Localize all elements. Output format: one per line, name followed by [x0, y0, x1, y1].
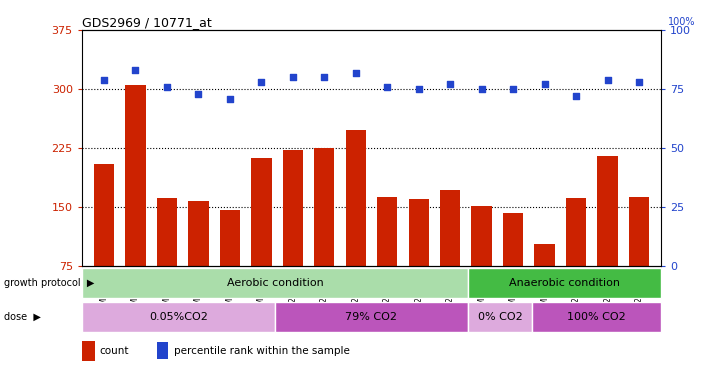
- Point: [193, 91, 204, 97]
- Bar: [251, 158, 272, 325]
- Bar: [533, 302, 661, 332]
- Point: [287, 74, 299, 80]
- Bar: [503, 213, 523, 325]
- Text: count: count: [99, 346, 129, 355]
- Text: dose  ▶: dose ▶: [4, 312, 41, 322]
- Text: 100% CO2: 100% CO2: [567, 312, 626, 322]
- Point: [602, 76, 614, 82]
- Point: [224, 96, 235, 102]
- Bar: [94, 164, 114, 325]
- Bar: [188, 201, 208, 325]
- Point: [98, 76, 109, 82]
- Bar: [82, 302, 275, 332]
- Bar: [566, 198, 587, 325]
- Bar: [125, 85, 146, 325]
- Point: [129, 67, 141, 73]
- Bar: [282, 150, 303, 325]
- Bar: [157, 342, 168, 359]
- Point: [350, 69, 361, 75]
- Text: Anaerobic condition: Anaerobic condition: [509, 278, 620, 288]
- Text: GDS2969 / 10771_at: GDS2969 / 10771_at: [82, 16, 211, 29]
- Point: [161, 84, 173, 90]
- Point: [413, 86, 424, 92]
- Point: [382, 84, 393, 90]
- Point: [634, 79, 645, 85]
- Bar: [275, 302, 468, 332]
- Point: [476, 86, 488, 92]
- Bar: [468, 302, 533, 332]
- Bar: [377, 197, 397, 325]
- Point: [319, 74, 330, 80]
- Text: percentile rank within the sample: percentile rank within the sample: [174, 346, 351, 355]
- Bar: [440, 190, 461, 325]
- Point: [539, 81, 550, 87]
- Bar: [220, 210, 240, 325]
- Point: [255, 79, 267, 85]
- Bar: [82, 340, 95, 361]
- Point: [508, 86, 519, 92]
- Point: [570, 93, 582, 99]
- Bar: [156, 198, 177, 325]
- Bar: [346, 130, 366, 325]
- Bar: [471, 206, 492, 325]
- Text: 0.05%CO2: 0.05%CO2: [149, 312, 208, 322]
- Bar: [82, 268, 468, 298]
- Bar: [597, 156, 618, 325]
- Bar: [314, 148, 334, 325]
- Text: 0% CO2: 0% CO2: [478, 312, 523, 322]
- Bar: [468, 268, 661, 298]
- Text: Aerobic condition: Aerobic condition: [227, 278, 324, 288]
- Text: growth protocol  ▶: growth protocol ▶: [4, 278, 94, 288]
- Bar: [535, 244, 555, 325]
- Text: 79% CO2: 79% CO2: [346, 312, 397, 322]
- Bar: [629, 197, 649, 325]
- Text: 100%: 100%: [668, 17, 695, 27]
- Bar: [409, 199, 429, 325]
- Point: [444, 81, 456, 87]
